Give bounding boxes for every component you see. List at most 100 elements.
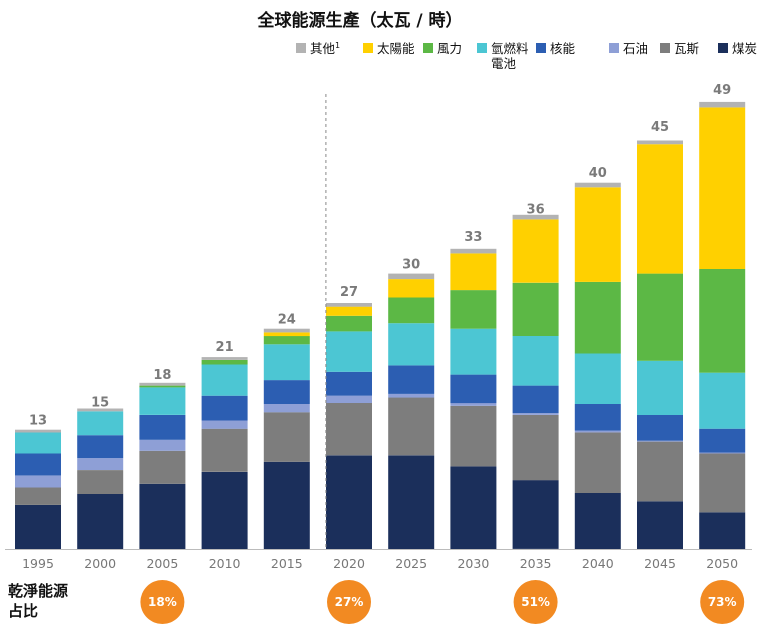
legend-swatch (536, 43, 546, 53)
legend-label: 煤炭 (732, 41, 757, 56)
bar-segment (450, 248, 497, 254)
total-label: 49 (713, 83, 731, 98)
legend-swatch (363, 43, 373, 53)
legend-label: 石油 (623, 41, 648, 56)
bar-segment (201, 471, 248, 549)
bar-segment (450, 290, 497, 329)
bar-segment (637, 360, 683, 415)
clean-share-badge (700, 580, 745, 624)
bar-segment (574, 493, 621, 549)
legend-label: 太陽能 (377, 41, 415, 56)
bar-segment (77, 435, 124, 459)
bar-segment (388, 323, 435, 366)
clean-share-badge (140, 580, 185, 624)
clean-share-badge (513, 580, 558, 624)
legend-label: 風力 (437, 41, 462, 56)
bar-segment (574, 430, 621, 433)
x-tick-label: 2045 (644, 556, 676, 571)
x-tick-label: 2040 (582, 556, 614, 571)
legend-swatch (296, 43, 306, 53)
bar-segment (699, 269, 746, 373)
bar-segment (263, 336, 310, 345)
bar-segment (512, 336, 559, 386)
legend-label: 瓦斯 (674, 41, 699, 56)
clean-share-badge (327, 580, 371, 624)
legend-label: 核能 (550, 41, 576, 56)
bar-segment (326, 306, 372, 316)
bar-segment (139, 385, 186, 388)
x-tick-label: 2010 (209, 556, 241, 571)
bar-segment (637, 441, 683, 502)
bar-segment (450, 374, 497, 404)
bar-segment (139, 450, 186, 484)
bar-segment (388, 279, 435, 298)
bar-segment (201, 359, 248, 365)
clean-share-value: 27% (335, 595, 364, 609)
legend-label-line2: 電池 (491, 56, 517, 71)
bar-segment (388, 393, 435, 398)
bar-segment (450, 466, 497, 549)
bar-segment (263, 344, 310, 381)
x-tick-label: 2005 (146, 556, 178, 571)
bar-segment (139, 483, 186, 549)
total-label: 33 (464, 230, 482, 245)
bar-segment (512, 413, 559, 415)
bar-segment (326, 395, 372, 403)
bar-segment (512, 480, 559, 549)
bar-segment (326, 303, 372, 307)
x-tick-label: 1995 (22, 556, 54, 571)
legend-swatch (609, 43, 619, 53)
bar-segment (512, 282, 559, 336)
bar-segment (388, 273, 435, 280)
bar-segment (263, 412, 310, 462)
clean-share-label-line2: 占比 (8, 602, 38, 620)
bar-segment (574, 182, 621, 188)
bar-segment (139, 387, 186, 415)
bar-segment (77, 408, 124, 412)
total-label: 36 (527, 203, 545, 218)
x-tick-label: 2035 (520, 556, 552, 571)
bar-segment (15, 504, 61, 549)
bar-segment (15, 475, 61, 488)
bar-segment (699, 452, 746, 454)
total-label: 27 (340, 285, 358, 300)
bar-segment (77, 493, 124, 549)
bar-segment (574, 187, 621, 282)
total-label: 13 (29, 414, 47, 429)
bar-segment (637, 415, 683, 441)
bar-segment (699, 512, 746, 549)
bar-segment (699, 107, 746, 270)
bar-segment (326, 455, 372, 549)
x-tick-label: 2020 (333, 556, 365, 571)
bar-segment (15, 429, 61, 433)
bar-segment (263, 332, 310, 337)
bar-segment (699, 101, 746, 108)
legend-label: 氫燃料 (491, 41, 529, 56)
bar-segment (15, 432, 61, 454)
x-tick-label: 2030 (457, 556, 489, 571)
total-label: 15 (91, 395, 109, 410)
bar-segment (263, 461, 310, 549)
legend-swatch (660, 43, 670, 53)
bar-segment (326, 315, 372, 332)
x-axis: 1995 2000 2005 2010 2015 2020 2025 2030 2035 2040… (5, 549, 752, 571)
bar-segment (77, 470, 124, 494)
total-label: 18 (153, 368, 171, 383)
bar-segment (450, 405, 497, 467)
clean-share-value: 18% (148, 595, 177, 609)
bar-segment (574, 404, 621, 431)
bar-segment (388, 397, 435, 456)
bar-segment (77, 458, 124, 470)
bar-segment (263, 380, 310, 404)
bar-segment (574, 281, 621, 354)
bars-layer: 13 15 18 21 24 27 30 33 36 40 45 49 (15, 83, 746, 549)
legend-swatch (423, 43, 433, 53)
x-tick-label: 2000 (84, 556, 116, 571)
total-label: 45 (651, 120, 669, 135)
chart-title: 全球能源生產（太瓦 / 時） (256, 10, 462, 31)
bar-segment (263, 328, 310, 333)
clean-share-label: 乾淨能源 (8, 582, 68, 600)
bar-segment (512, 214, 559, 220)
